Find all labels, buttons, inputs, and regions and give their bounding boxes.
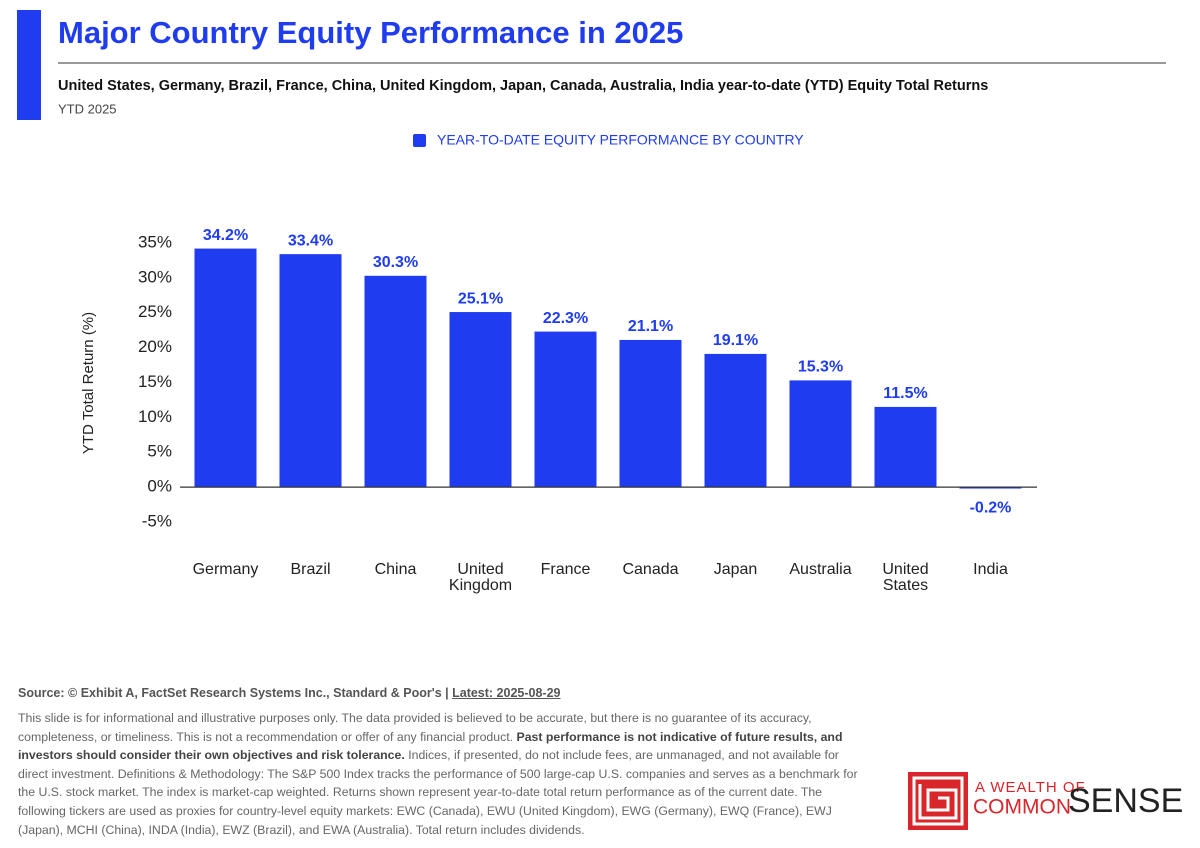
x-tick-label: India <box>973 561 1008 578</box>
latest-date: Latest: 2025-08-29 <box>452 686 561 700</box>
y-tick-label: 15% <box>138 372 172 391</box>
bar <box>789 380 852 488</box>
source: Source: © Exhibit A, FactSet Research Sy… <box>18 684 868 703</box>
x-tick-label: Japan <box>714 561 758 578</box>
x-tick-label: Australia <box>789 561 851 578</box>
bar <box>874 406 937 488</box>
bar <box>534 331 597 488</box>
x-tick-label: United States <box>882 561 928 594</box>
y-axis-label: YTD Total Return (%) <box>80 312 97 454</box>
y-tick-label: 5% <box>147 442 172 461</box>
data-label: 30.3% <box>373 254 418 271</box>
bar <box>364 275 427 488</box>
data-label: 11.5% <box>883 385 927 402</box>
y-tick-label: 10% <box>138 407 172 426</box>
disclaimer: This slide is for informational and illu… <box>18 709 868 839</box>
logo-text: COMMON <box>973 796 1071 819</box>
y-tick-label: 0% <box>147 477 172 496</box>
logo-text: SENSE <box>1068 782 1183 820</box>
y-tick-label: 20% <box>138 337 172 356</box>
x-tick-label: Germany <box>193 561 259 578</box>
data-label: 34.2% <box>203 227 248 244</box>
disclaimer-bold: Past performance is not indicative of fu… <box>18 729 843 763</box>
y-tick-label: -5% <box>142 511 172 530</box>
bar <box>619 339 682 488</box>
period: YTD 2025 <box>58 101 117 116</box>
data-label: 21.1% <box>628 318 673 335</box>
legend-swatch <box>413 134 426 147</box>
bar <box>449 312 512 488</box>
x-tick-label: United Kingdom <box>449 561 512 594</box>
logo-icon <box>908 772 968 830</box>
data-label: 25.1% <box>458 290 503 307</box>
bar <box>194 248 257 488</box>
accent-bar <box>17 10 41 120</box>
x-tick-label: China <box>375 561 417 578</box>
legend-label: YEAR-TO-DATE EQUITY PERFORMANCE BY COUNT… <box>437 132 804 148</box>
x-tick-label: Canada <box>622 561 678 578</box>
data-label: 22.3% <box>543 310 588 327</box>
bar <box>704 353 767 488</box>
logo: A WEALTH OF COMMON SENSE <box>908 772 1183 830</box>
data-label: 33.4% <box>288 232 333 249</box>
y-tick-label: 25% <box>138 302 172 321</box>
source-text: Source: © Exhibit A, FactSet Research Sy… <box>18 686 449 700</box>
x-tick-label: France <box>541 561 591 578</box>
data-label: -0.2% <box>970 500 1012 517</box>
x-tick-label: Brazil <box>290 561 330 578</box>
logo-text: A WEALTH OF <box>975 779 1086 796</box>
chart-title: Major Country Equity Performance in 2025 <box>58 15 683 50</box>
chart-subtitle: United States, Germany, Brazil, France, … <box>58 78 988 94</box>
data-label: 15.3% <box>798 359 843 376</box>
logo-maze <box>912 776 964 826</box>
disclaimer-text: Indices, if presented, do not include fe… <box>18 748 858 837</box>
disclaimer-text: This slide is for informational and illu… <box>18 711 812 744</box>
data-label: 19.1% <box>713 332 758 349</box>
bar <box>959 487 1022 489</box>
y-tick-label: 35% <box>138 232 172 251</box>
bar <box>279 254 342 488</box>
y-tick-label: 30% <box>138 267 172 286</box>
